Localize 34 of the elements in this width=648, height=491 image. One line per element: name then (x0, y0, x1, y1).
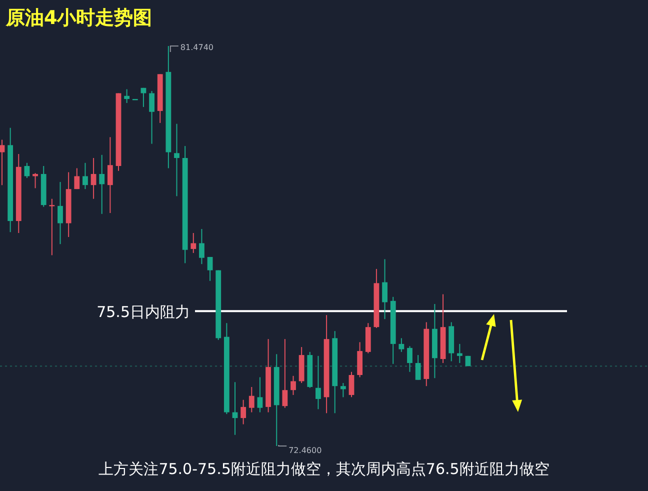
chart-title: 原油4小时走势图 (5, 7, 152, 29)
candlestick (290, 375, 296, 396)
candlestick (174, 123, 180, 197)
candlestick (190, 232, 196, 254)
candlestick (257, 376, 263, 413)
candlestick (24, 162, 30, 178)
ref-line-label: 75.5日内阻力 (96, 303, 190, 322)
candlestick (316, 355, 321, 410)
candlestick (32, 172, 38, 189)
candlestick (282, 338, 288, 408)
candlestick (74, 168, 80, 190)
annotation: 81.4740 (180, 43, 214, 52)
candlestick (357, 342, 363, 378)
candlestick (90, 158, 96, 200)
candlestick (382, 258, 388, 320)
candlestick (199, 228, 204, 265)
candlestick (240, 399, 246, 425)
candlestick (407, 346, 412, 372)
candlestick (398, 338, 404, 352)
candlestick (149, 90, 154, 144)
candlestick (0, 139, 5, 186)
candlestick (456, 343, 462, 364)
candlestick (58, 181, 63, 245)
candlestick (340, 382, 346, 398)
candlestick (415, 354, 421, 380)
candlestick (248, 386, 254, 413)
candlestick (107, 136, 113, 214)
candlestick (124, 88, 130, 104)
candlestick (348, 371, 354, 398)
candlestick (99, 154, 105, 214)
text: 上方关注75.0-75.5附近阻力做空，其次周内高点76.5附近阻力做空 (98, 460, 550, 478)
candlestick (207, 256, 213, 282)
annotation: 72.4600 (288, 446, 322, 455)
candlestick (82, 162, 88, 190)
